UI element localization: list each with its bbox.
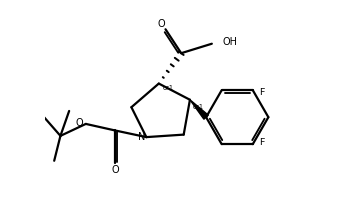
Text: N: N [138, 132, 146, 142]
Text: O: O [112, 165, 119, 175]
Polygon shape [190, 100, 208, 119]
Text: F: F [259, 88, 264, 97]
Text: O: O [76, 118, 83, 128]
Text: OH: OH [222, 38, 237, 47]
Text: O: O [157, 19, 165, 29]
Text: F: F [259, 138, 264, 147]
Text: or1: or1 [192, 104, 203, 110]
Text: or1: or1 [163, 85, 174, 91]
